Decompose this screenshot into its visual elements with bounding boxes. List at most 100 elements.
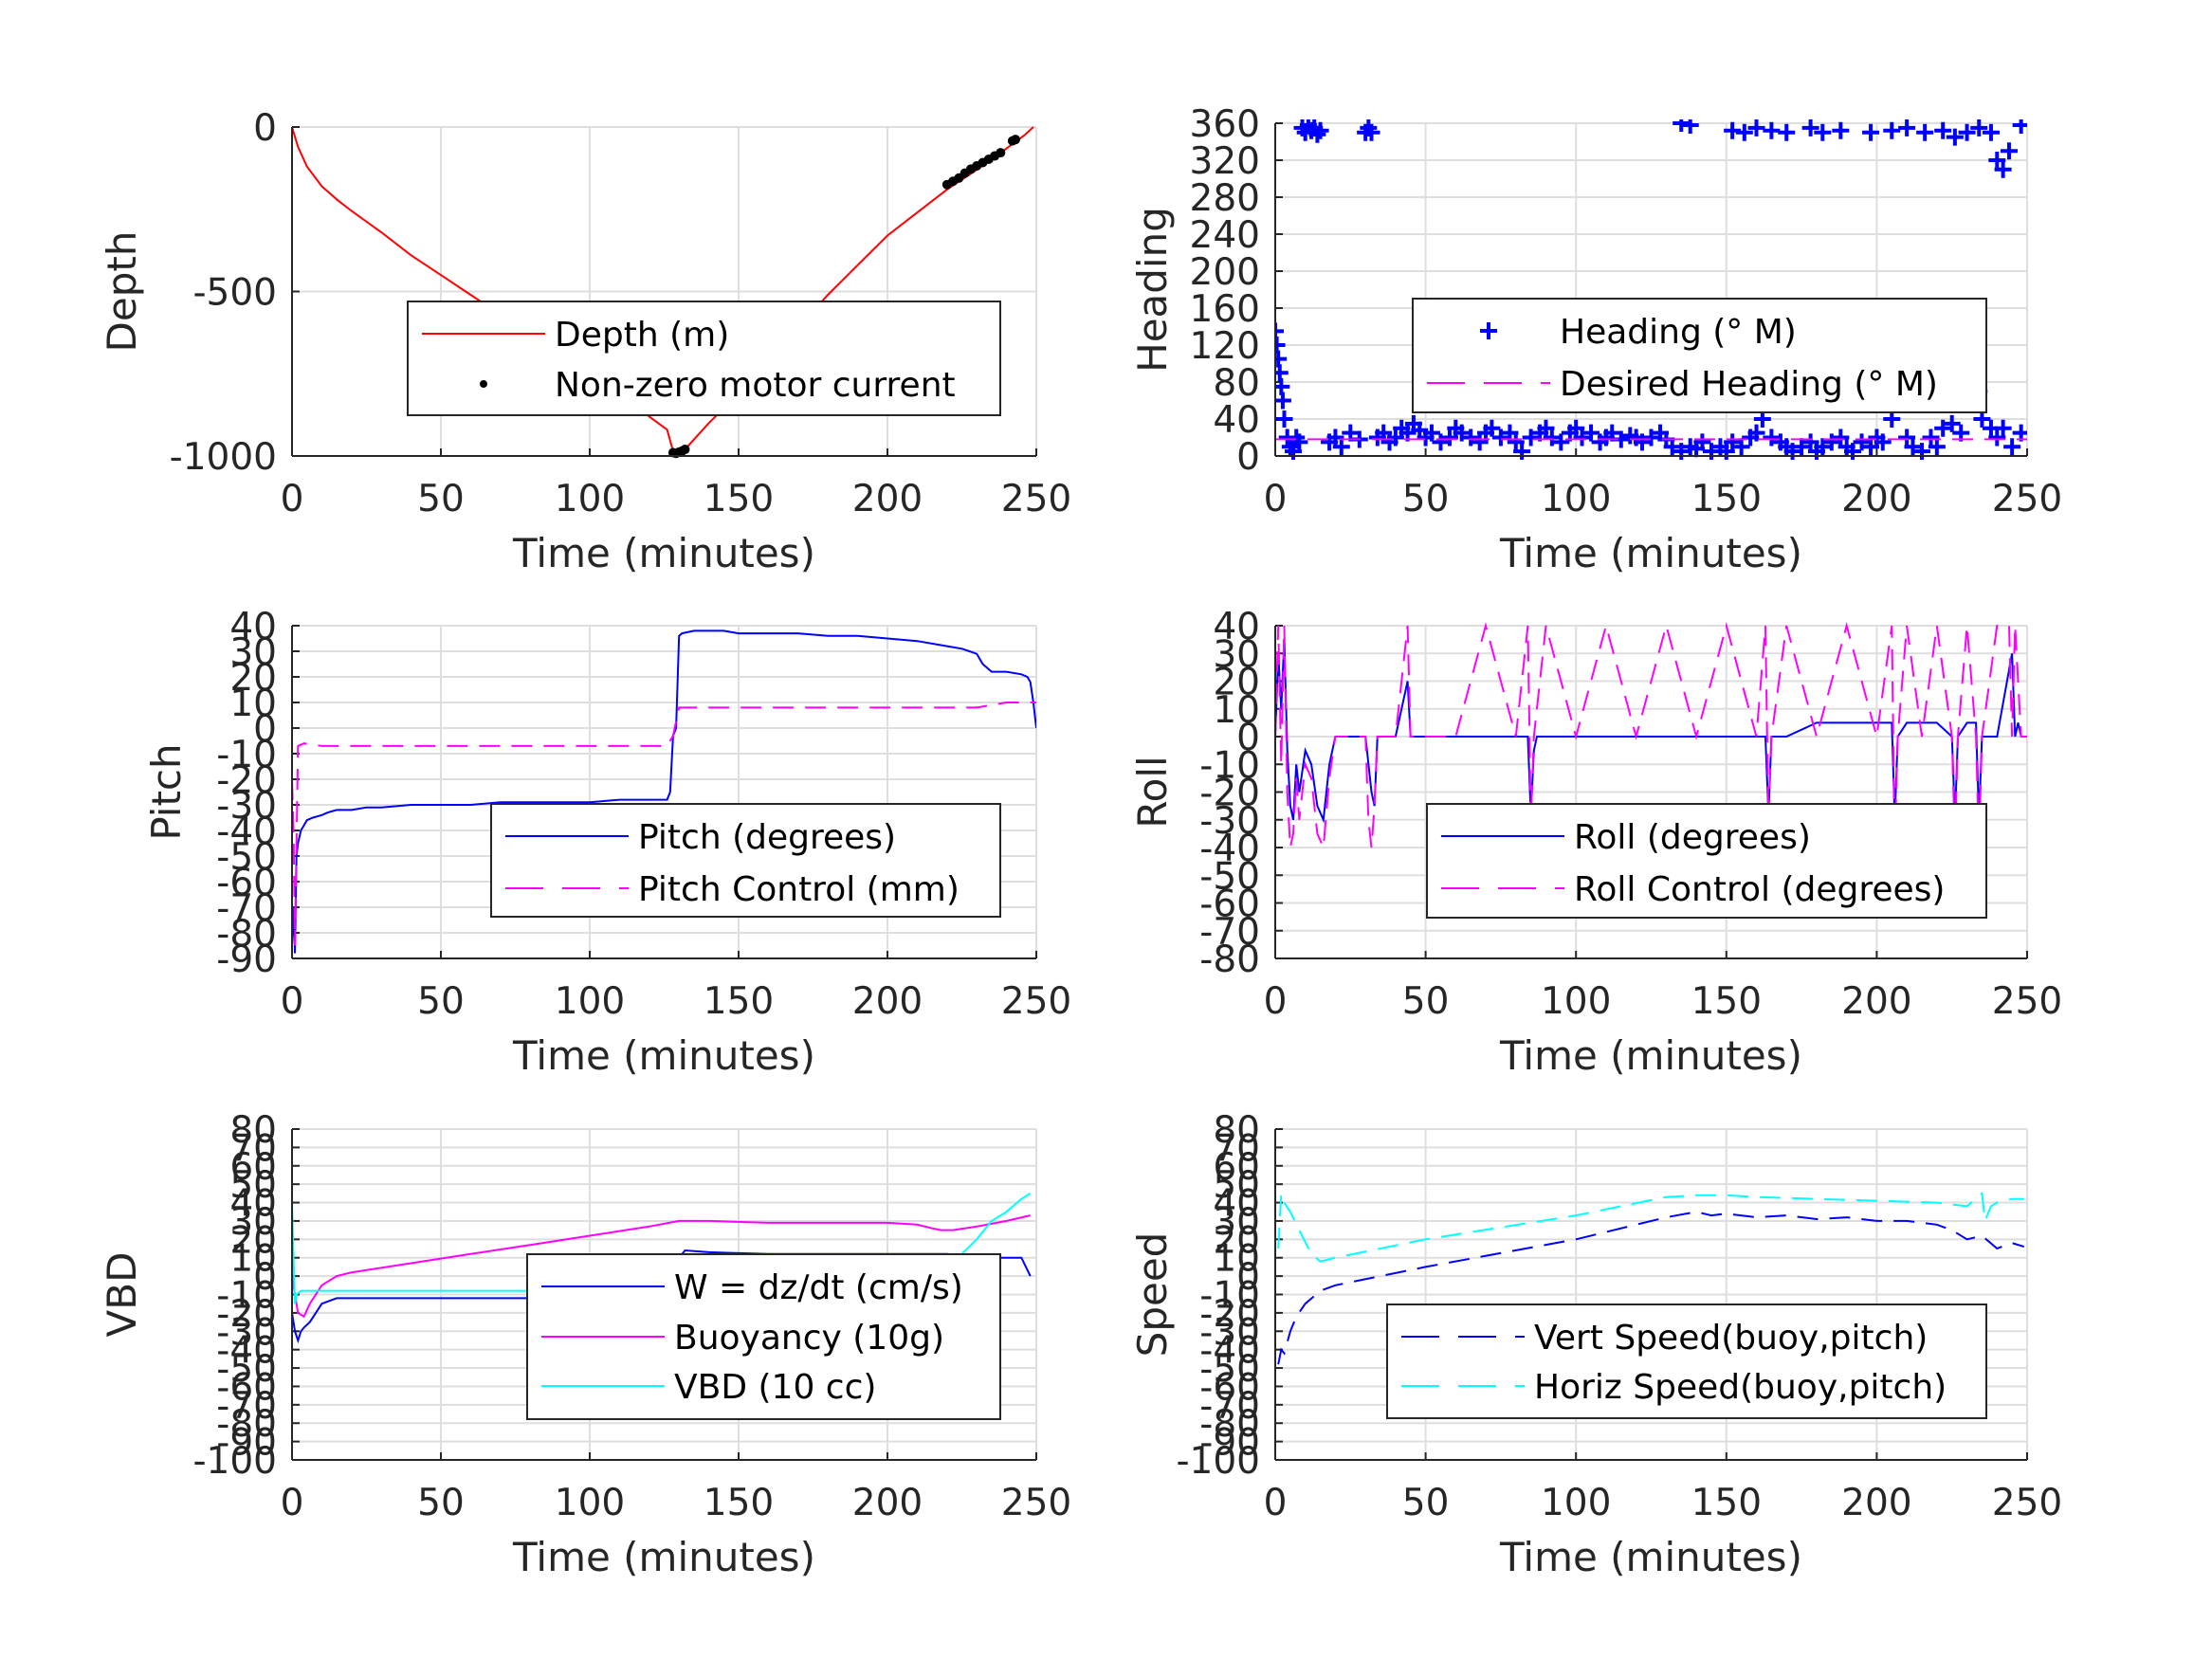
data-point-heading-m bbox=[1898, 119, 1916, 137]
x-tick-label: 0 bbox=[1264, 478, 1288, 520]
y-tick-label: -10 bbox=[1199, 744, 1260, 787]
legend-frame bbox=[407, 301, 1001, 416]
x-tick-label: 200 bbox=[852, 478, 923, 520]
data-point-heading-m bbox=[1928, 438, 1946, 456]
data-point-heading-m bbox=[1988, 152, 2006, 169]
y-tick-label: 30 bbox=[1213, 1201, 1260, 1244]
data-point-heading-m bbox=[1432, 433, 1450, 451]
y-tick-label: -20 bbox=[1199, 773, 1260, 815]
data-point-heading-m bbox=[2012, 119, 2027, 134]
pitch-series bbox=[292, 629, 1036, 954]
pitch-y-axis-label: Pitch bbox=[143, 743, 190, 840]
y-tick-label: -70 bbox=[1199, 1385, 1260, 1428]
data-point-heading-m bbox=[1988, 428, 2006, 447]
legend-frame bbox=[1386, 1304, 1987, 1419]
legend-swatch-non-zero-motor-current bbox=[480, 380, 487, 388]
y-tick-label: -80 bbox=[1199, 1403, 1260, 1446]
y-tick-label: 40 bbox=[1213, 399, 1260, 442]
x-tick-label: 150 bbox=[1691, 1482, 1762, 1524]
legend-horiz-speed-label: Horiz Speed(buoy,pitch) bbox=[1534, 1368, 1947, 1407]
data-point-heading-m bbox=[1693, 433, 1711, 451]
legend-swatch-heading-m bbox=[1480, 322, 1497, 339]
data-point-heading-m bbox=[1275, 322, 1284, 340]
data-point-heading-m bbox=[1783, 443, 1801, 460]
y-tick-label: -90 bbox=[216, 1422, 277, 1465]
data-point-heading-m bbox=[1994, 160, 2012, 178]
pitch-chart: 0 50 100 150 200 250403020100-10-20-30-40-50-… bbox=[143, 606, 1071, 1079]
y-tick-label: 20 bbox=[229, 1219, 277, 1262]
x-tick-label: 250 bbox=[1992, 1482, 2062, 1524]
y-tick-label: -40 bbox=[216, 811, 277, 853]
y-tick-label: 60 bbox=[1213, 1146, 1260, 1189]
y-tick-label: 240 bbox=[1190, 214, 1260, 257]
data-point-heading-m bbox=[1946, 128, 1964, 146]
data-point-heading-m bbox=[1582, 424, 1600, 442]
data-point-heading-m bbox=[1308, 125, 1326, 143]
x-tick-label: 50 bbox=[417, 980, 465, 1023]
data-point-heading-m bbox=[1702, 443, 1720, 460]
data-point-heading-m bbox=[1735, 123, 1753, 141]
data-point-heading-m bbox=[1883, 121, 1901, 139]
data-point-heading-m bbox=[1326, 428, 1344, 447]
x-tick-label: 100 bbox=[1541, 478, 1611, 520]
vbd-x-axis-label: Time (minutes) bbox=[512, 1534, 815, 1580]
y-tick-label: 160 bbox=[1190, 288, 1260, 331]
data-point-heading-m bbox=[1362, 123, 1380, 141]
y-tick-label: -10 bbox=[1199, 1275, 1260, 1318]
data-point-heading-m bbox=[1922, 428, 1940, 447]
y-tick-label: -60 bbox=[1199, 884, 1260, 926]
y-tick-label: -40 bbox=[1199, 828, 1260, 870]
x-tick-label: 50 bbox=[417, 1482, 465, 1524]
x-tick-label: 0 bbox=[281, 478, 304, 520]
data-point-heading-m bbox=[1862, 438, 1880, 456]
y-tick-label: -30 bbox=[1199, 800, 1260, 843]
data-point-heading-m bbox=[1943, 414, 1961, 432]
y-tick-label: 30 bbox=[229, 1201, 277, 1244]
data-point-heading-m bbox=[1747, 119, 1765, 137]
y-tick-label: -100 bbox=[192, 1440, 277, 1483]
y-tick-label: -1000 bbox=[170, 436, 277, 479]
y-tick-label: -50 bbox=[1199, 1348, 1260, 1391]
data-point-heading-m bbox=[1814, 123, 1832, 141]
y-tick-label: -500 bbox=[192, 272, 277, 315]
data-point-heading-m bbox=[1778, 123, 1796, 141]
speed-x-axis-label: Time (minutes) bbox=[1499, 1534, 1802, 1580]
y-tick-label: -60 bbox=[216, 1366, 277, 1409]
data-point-heading-m bbox=[1934, 419, 1952, 437]
x-tick-label: 100 bbox=[1541, 1482, 1611, 1524]
data-point-heading-m bbox=[1958, 123, 1976, 141]
depth-x-axis-label: Time (minutes) bbox=[512, 530, 815, 576]
data-point-heading-m bbox=[1663, 438, 1681, 456]
y-tick-label: 20 bbox=[1213, 662, 1260, 704]
data-point-heading-m bbox=[1290, 433, 1308, 451]
y-tick-label: 10 bbox=[229, 1238, 277, 1281]
legend-w-label: W = dz/dt (cm/s) bbox=[674, 1268, 963, 1307]
data-point-heading-m bbox=[1874, 433, 1892, 451]
y-tick-label: -90 bbox=[216, 939, 277, 981]
series-line-buoyancy-10g bbox=[292, 1214, 1031, 1319]
data-point-heading-m bbox=[1916, 123, 1934, 141]
y-tick-label: 70 bbox=[1213, 1127, 1260, 1170]
data-point-non-zero-motor-current bbox=[1011, 135, 1021, 145]
y-tick-label: -60 bbox=[1199, 1366, 1260, 1409]
x-tick-label: 200 bbox=[1841, 980, 1911, 1023]
x-tick-label: 0 bbox=[1264, 1482, 1288, 1524]
legend-heading-label: Heading (° M) bbox=[1560, 313, 1797, 352]
data-point-heading-m bbox=[1513, 443, 1531, 460]
data-point-heading-m bbox=[1763, 428, 1781, 447]
y-tick-label: -100 bbox=[1176, 1440, 1260, 1483]
x-tick-label: 200 bbox=[1841, 478, 1911, 520]
data-point-heading-m bbox=[1763, 121, 1781, 139]
data-point-heading-m bbox=[1853, 433, 1871, 451]
y-tick-label: 50 bbox=[229, 1164, 277, 1207]
vbd-chart: 0 50 100 150 200 25080706050403020100-10-20-3… bbox=[99, 1109, 1071, 1580]
data-point-heading-m bbox=[1552, 433, 1570, 451]
data-point-heading-m bbox=[1633, 433, 1651, 451]
data-point-non-zero-motor-current bbox=[680, 445, 690, 455]
x-tick-label: 200 bbox=[852, 1482, 923, 1524]
data-point-heading-m bbox=[1673, 443, 1691, 460]
y-tick-label: 60 bbox=[229, 1146, 277, 1189]
y-tick-label: 10 bbox=[1213, 689, 1260, 732]
y-tick-label: -20 bbox=[1199, 1293, 1260, 1336]
